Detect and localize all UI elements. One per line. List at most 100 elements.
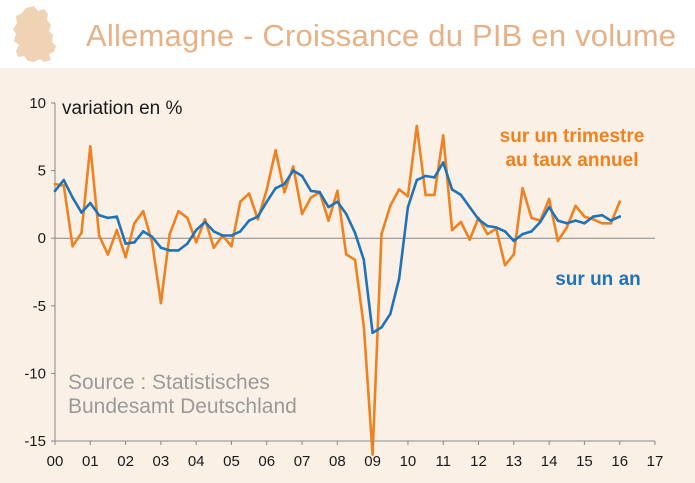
data-point-annual — [265, 200, 269, 203]
data-point-annual — [583, 222, 586, 225]
data-point-quarterly — [203, 218, 207, 221]
data-point-annual — [574, 219, 577, 222]
data-point-annual — [168, 249, 171, 252]
series-line-annual — [53, 161, 622, 335]
data-point-quarterly — [80, 231, 83, 235]
data-point-annual — [380, 326, 383, 329]
data-point-annual — [159, 246, 163, 249]
data-point-annual — [274, 186, 277, 190]
data-point-annual — [221, 234, 224, 237]
data-point-quarterly — [230, 245, 233, 248]
data-point-quarterly — [574, 204, 577, 208]
data-point-quarterly — [433, 193, 436, 197]
data-point-annual — [468, 205, 472, 209]
data-point-quarterly — [115, 228, 119, 232]
x-tick-label: 16 — [611, 453, 628, 470]
data-point-quarterly — [168, 232, 171, 236]
series-label-quarterly-line-1: sur un trimestre — [500, 126, 645, 147]
data-point-quarterly — [583, 215, 586, 218]
y-tick-label: -5 — [33, 298, 46, 315]
data-point-annual — [609, 219, 613, 222]
data-point-quarterly — [247, 192, 251, 195]
data-point-quarterly — [362, 324, 366, 328]
data-point-annual — [256, 215, 260, 218]
data-point-quarterly — [106, 253, 110, 256]
data-point-annual — [89, 201, 92, 205]
data-point-quarterly — [530, 216, 533, 220]
data-point-annual — [539, 220, 542, 224]
data-point-annual — [521, 232, 524, 236]
data-point-quarterly — [468, 238, 472, 241]
data-point-annual — [344, 212, 348, 216]
data-point-annual — [547, 205, 551, 209]
data-point-annual — [530, 230, 533, 233]
header: Allemagne - Croissance du PIB en volume — [0, 0, 695, 68]
data-point-annual — [424, 174, 427, 178]
x-tick-label: 02 — [117, 453, 134, 470]
chart-area: 10 5 0 -5 -10 -15 00 01 02 03 04 05 06 07 08 09 10 11 12 13… — [0, 68, 695, 483]
data-point-annual — [106, 216, 110, 220]
data-point-quarterly — [556, 239, 560, 243]
data-point-annual — [353, 231, 357, 235]
data-point-quarterly — [186, 216, 189, 220]
data-point-quarterly — [450, 228, 454, 232]
source-line-1: Source : Statistisches — [68, 371, 270, 394]
data-point-quarterly — [150, 241, 154, 244]
data-point-annual — [371, 331, 374, 335]
data-point-annual — [591, 215, 595, 218]
series-annual-layer — [53, 161, 622, 335]
data-point-annual — [486, 224, 489, 228]
data-point-annual — [62, 178, 66, 182]
data-point-annual — [450, 188, 454, 191]
data-point-annual — [318, 190, 322, 194]
series-label-quarterly-line-2: au taux annuel — [505, 150, 638, 171]
data-point-annual — [565, 222, 569, 225]
data-point-quarterly — [336, 189, 339, 193]
grid-layer — [54, 103, 655, 442]
page-title: Allemagne - Croissance du PIB en volume — [86, 18, 677, 53]
x-tick-label: 01 — [82, 453, 99, 470]
data-point-quarterly — [62, 184, 66, 187]
data-point-annual — [124, 242, 127, 245]
data-point-quarterly — [53, 182, 57, 186]
data-point-annual — [186, 242, 189, 245]
data-point-quarterly — [459, 220, 463, 224]
y-tick-label: 0 — [38, 230, 46, 247]
data-point-quarterly — [265, 188, 269, 191]
data-point-quarterly — [194, 241, 198, 244]
data-point-annual — [459, 193, 463, 197]
data-point-annual — [512, 239, 516, 243]
series-label-annual: sur un an — [555, 269, 641, 290]
data-point-annual — [503, 230, 507, 233]
germany-map-shape — [13, 6, 56, 62]
data-point-annual — [494, 226, 498, 229]
data-point-annual — [97, 213, 101, 217]
data-point-annual — [336, 200, 339, 203]
data-point-annual — [212, 230, 216, 233]
data-point-quarterly — [380, 232, 383, 236]
x-tick-label: 00 — [47, 453, 64, 470]
data-point-quarterly — [141, 209, 145, 213]
data-point-annual — [309, 189, 313, 193]
data-point-annual — [133, 241, 136, 244]
data-point-annual — [150, 235, 154, 239]
data-point-quarterly — [415, 124, 419, 128]
data-point-quarterly — [521, 186, 524, 190]
data-point-annual — [80, 211, 83, 214]
data-point-annual — [556, 219, 560, 222]
data-point-quarterly — [486, 232, 489, 236]
data-point-annual — [406, 205, 410, 209]
data-point-quarterly — [283, 190, 286, 194]
data-point-quarterly — [327, 219, 330, 222]
data-point-annual — [291, 169, 295, 172]
x-tick-label: 11 — [435, 453, 451, 470]
data-point-quarterly — [618, 200, 621, 203]
data-point-quarterly — [89, 145, 92, 148]
x-tick-label: 15 — [576, 453, 593, 470]
data-point-quarterly — [239, 200, 242, 203]
data-point-quarterly — [424, 193, 427, 197]
data-point-annual — [177, 249, 180, 252]
